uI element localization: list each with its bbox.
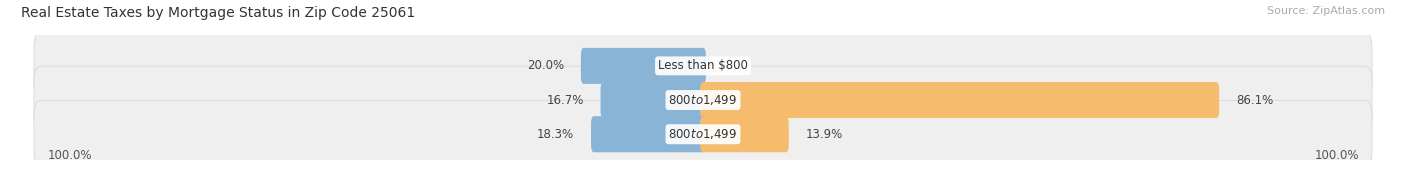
FancyBboxPatch shape bbox=[34, 100, 1372, 168]
Text: 86.1%: 86.1% bbox=[1236, 94, 1274, 106]
FancyBboxPatch shape bbox=[591, 116, 706, 152]
FancyBboxPatch shape bbox=[34, 66, 1372, 134]
Text: Source: ZipAtlas.com: Source: ZipAtlas.com bbox=[1267, 6, 1385, 16]
Text: 16.7%: 16.7% bbox=[546, 94, 583, 106]
Text: 100.0%: 100.0% bbox=[48, 149, 91, 162]
Text: 20.0%: 20.0% bbox=[527, 59, 564, 72]
FancyBboxPatch shape bbox=[700, 116, 789, 152]
Text: 13.9%: 13.9% bbox=[806, 128, 844, 141]
FancyBboxPatch shape bbox=[600, 82, 706, 118]
Text: $800 to $1,499: $800 to $1,499 bbox=[668, 127, 738, 141]
Text: Less than $800: Less than $800 bbox=[658, 59, 748, 72]
FancyBboxPatch shape bbox=[700, 82, 1219, 118]
Text: $800 to $1,499: $800 to $1,499 bbox=[668, 93, 738, 107]
FancyBboxPatch shape bbox=[34, 32, 1372, 100]
Text: Real Estate Taxes by Mortgage Status in Zip Code 25061: Real Estate Taxes by Mortgage Status in … bbox=[21, 6, 415, 20]
FancyBboxPatch shape bbox=[581, 48, 706, 84]
Text: 18.3%: 18.3% bbox=[537, 128, 574, 141]
Text: 100.0%: 100.0% bbox=[1315, 149, 1358, 162]
